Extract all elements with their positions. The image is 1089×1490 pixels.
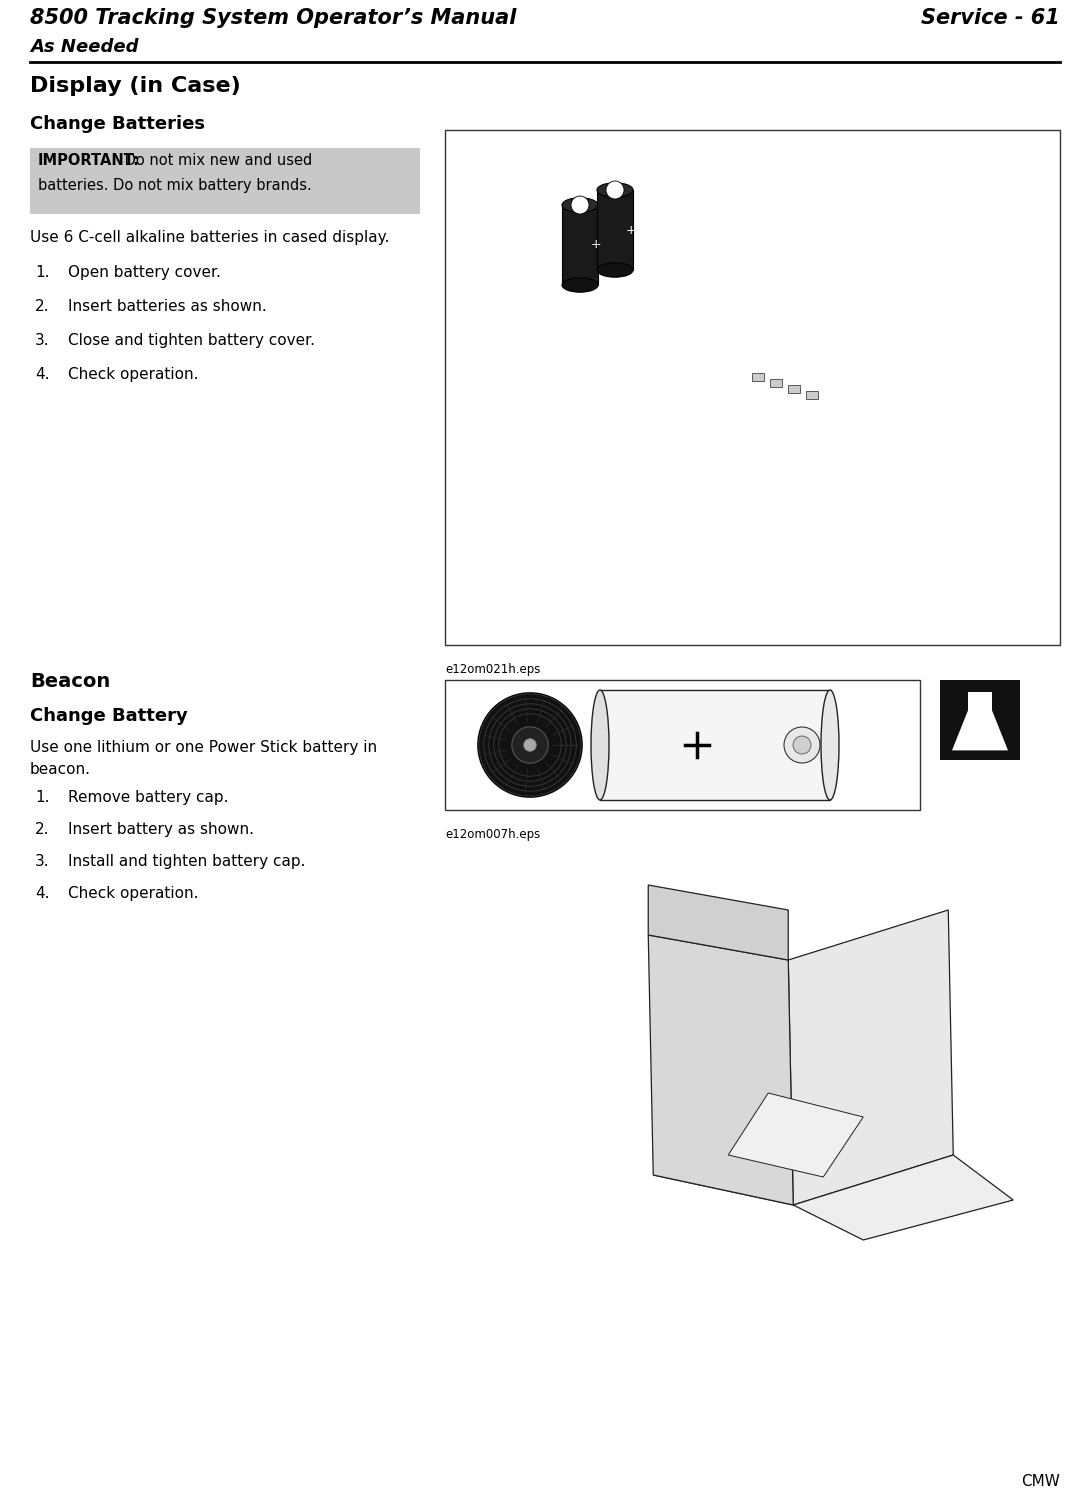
Polygon shape [648,885,788,960]
Text: batteries. Do not mix battery brands.: batteries. Do not mix battery brands. [38,177,311,194]
Text: Install and tighten battery cap.: Install and tighten battery cap. [68,854,306,869]
Ellipse shape [597,262,633,277]
Circle shape [478,693,582,797]
Ellipse shape [562,277,598,292]
Text: Do not mix new and used: Do not mix new and used [120,153,313,168]
Text: 4.: 4. [35,887,49,901]
Polygon shape [729,1094,864,1177]
Text: Change Battery: Change Battery [30,706,187,726]
Text: Open battery cover.: Open battery cover. [68,265,221,280]
Text: Close and tighten battery cover.: Close and tighten battery cover. [68,332,315,349]
Bar [445,679,920,811]
Bar [445,130,1060,645]
Text: 8500 Tracking System Operator’s Manual: 8500 Tracking System Operator’s Manual [30,7,516,28]
Bar [752,372,764,381]
Text: IMPORTANT:: IMPORTANT: [38,153,140,168]
Bar [806,390,818,399]
Text: e12om007h.eps: e12om007h.eps [445,828,540,840]
Bar [940,679,1020,760]
Text: Check operation.: Check operation. [68,887,198,901]
Text: beacon.: beacon. [30,761,91,776]
Text: +: + [591,238,601,252]
Text: Change Batteries: Change Batteries [30,115,205,133]
Ellipse shape [562,198,598,212]
Text: 2.: 2. [35,822,49,837]
Text: 3.: 3. [35,332,50,349]
Circle shape [571,197,589,215]
Ellipse shape [591,690,609,800]
Circle shape [605,180,624,200]
Circle shape [524,739,536,751]
Text: 3.: 3. [35,854,50,869]
Bar [30,148,420,215]
Bar [597,191,633,270]
Text: Check operation.: Check operation. [68,367,198,381]
Ellipse shape [597,183,633,197]
Text: Insert batteries as shown.: Insert batteries as shown. [68,299,267,314]
Text: +: + [626,224,636,237]
Text: Use 6 C-cell alkaline batteries in cased display.: Use 6 C-cell alkaline batteries in cased… [30,229,390,244]
Text: e12om021h.eps: e12om021h.eps [445,663,540,676]
Polygon shape [952,691,1008,751]
Polygon shape [653,1123,953,1205]
Circle shape [512,727,548,763]
Text: Use one lithium or one Power Stick battery in: Use one lithium or one Power Stick batte… [30,741,377,755]
Polygon shape [648,936,793,1205]
Text: Remove battery cap.: Remove battery cap. [68,790,229,805]
Bar [788,384,800,393]
Text: Beacon: Beacon [30,672,110,691]
Text: As Needed: As Needed [30,39,138,57]
Circle shape [784,727,820,763]
Text: 1.: 1. [35,265,49,280]
Bar [770,378,782,387]
Text: 1.: 1. [35,790,49,805]
Polygon shape [793,1155,1013,1240]
Ellipse shape [821,690,839,800]
Bar [600,690,830,800]
Polygon shape [788,910,953,1205]
Text: 2.: 2. [35,299,49,314]
Text: Service - 61: Service - 61 [921,7,1060,28]
Circle shape [793,736,811,754]
Text: Display (in Case): Display (in Case) [30,76,241,95]
Text: 4.: 4. [35,367,49,381]
Text: Insert battery as shown.: Insert battery as shown. [68,822,254,837]
Text: CMW: CMW [1021,1474,1060,1489]
Bar [562,206,598,285]
